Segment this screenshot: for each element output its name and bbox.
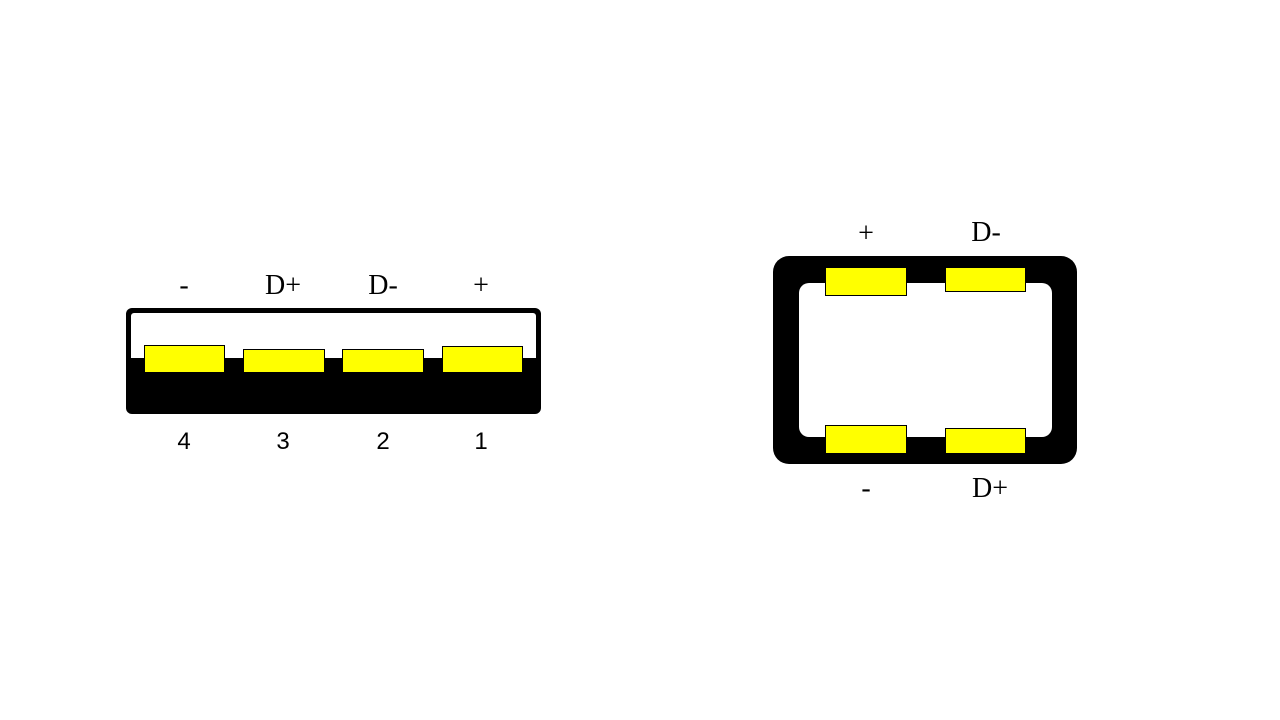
usb-a-pin-number-3: 3 (276, 428, 290, 455)
usb-a-pin-number-4: 4 (177, 428, 191, 455)
usb-b-pin-ground (825, 425, 907, 454)
usb-b-pin-dplus (945, 428, 1026, 454)
usb-a-signal-label-dplus: D+ (264, 270, 301, 301)
usb-a-pin-2 (342, 349, 424, 373)
usb-a-pin-3 (243, 349, 325, 373)
usb-b-pin-dminus (945, 267, 1026, 292)
usb-a-signal-label-dminus: D- (368, 270, 398, 301)
usb-a-pin-number-1: 1 (474, 428, 488, 455)
usb-a-pin-number-2: 2 (376, 428, 390, 455)
usb-b-top-label-dminus: D- (971, 217, 1001, 248)
usb-a-pin-4 (144, 345, 225, 373)
usb-b-bottom-label-ground: - (861, 473, 871, 504)
usb-b-connector-cavity (799, 283, 1052, 437)
usb-b-bottom-label-dplus: D+ (971, 473, 1008, 504)
usb-a-signal-label-ground: - (179, 270, 189, 301)
usb-b-pin-vbus (825, 267, 907, 296)
usb-a-pin-1 (442, 346, 523, 373)
usb-a-signal-label-vbus: + (473, 270, 489, 301)
usb-b-top-label-vbus: + (858, 218, 874, 249)
